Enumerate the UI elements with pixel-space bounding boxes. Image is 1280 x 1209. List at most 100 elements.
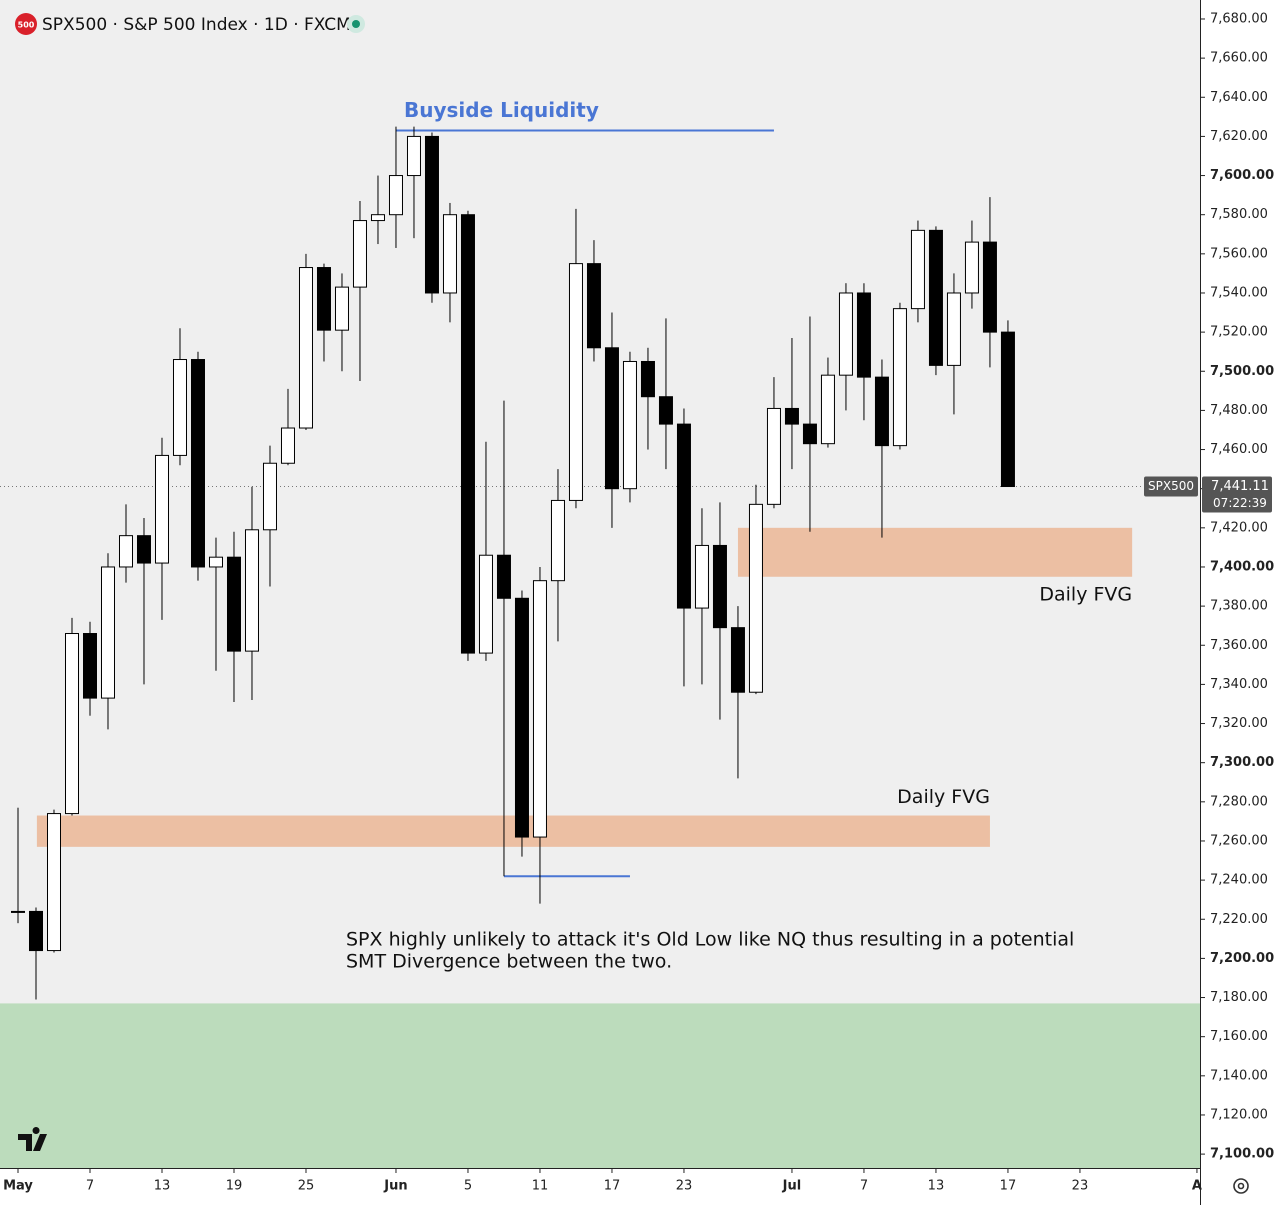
candle-body: [478, 554, 493, 654]
symbol-badge: [15, 13, 37, 35]
candle-body: [226, 556, 241, 652]
candle-body: [712, 544, 727, 629]
y-tick-label: 7,580.00: [1210, 207, 1268, 222]
candle-body: [298, 267, 313, 429]
symbol-badge-text: 500: [18, 21, 35, 30]
y-tick-label: 7,200.00: [1210, 951, 1274, 966]
level-label: Buyside Liquidity: [404, 98, 599, 122]
y-tick-label: 7,400.00: [1210, 559, 1274, 574]
candle-body: [154, 454, 169, 564]
x-tick-label: 13: [928, 1179, 945, 1194]
candle-body: [694, 544, 709, 609]
candle-body: [280, 427, 295, 464]
y-tick-label: 7,520.00: [1210, 325, 1268, 340]
zone: [0, 1003, 1200, 1168]
zone: [36, 815, 990, 847]
candle-body: [82, 633, 97, 699]
y-tick-label: 7,160.00: [1210, 1029, 1268, 1044]
candle-body: [496, 554, 511, 599]
candle-body: [442, 214, 457, 294]
y-tick-label: 7,500.00: [1210, 364, 1274, 379]
x-tick-label: 19: [226, 1179, 243, 1194]
y-tick-label: 7,100.00: [1210, 1147, 1274, 1162]
candle-body: [550, 499, 565, 582]
candle-body: [676, 423, 691, 609]
y-tick-label: 7,600.00: [1210, 168, 1274, 183]
candle-body: [658, 396, 673, 425]
candle-body: [424, 135, 439, 294]
candle-body: [370, 214, 385, 222]
y-tick-label: 7,560.00: [1210, 246, 1268, 261]
x-tick-label: 11: [532, 1179, 549, 1194]
y-tick-label: 7,640.00: [1210, 90, 1268, 105]
candle-body: [10, 910, 25, 913]
candle-body: [784, 407, 799, 425]
candle-body: [640, 360, 655, 398]
x-tick-label: 7: [860, 1179, 868, 1194]
candle-body: [514, 597, 529, 838]
candle-body: [388, 175, 403, 216]
candle-body: [406, 135, 421, 177]
candle-body: [136, 535, 151, 564]
x-tick-label: 23: [676, 1179, 693, 1194]
y-tick-label: 7,540.00: [1210, 285, 1268, 300]
x-tick-label: A: [1192, 1179, 1202, 1194]
candle-body: [262, 462, 277, 531]
x-tick-label: 13: [154, 1179, 171, 1194]
candle-body: [928, 229, 943, 366]
zone: [737, 527, 1133, 577]
candle-body: [892, 308, 907, 447]
x-tick-label: Jun: [383, 1179, 407, 1194]
candle-body: [28, 910, 43, 952]
candle-body: [316, 267, 331, 331]
y-tick-label: 7,300.00: [1210, 755, 1274, 770]
candle-body: [460, 214, 475, 654]
candle-body: [802, 423, 817, 445]
y-tick-label: 7,680.00: [1210, 11, 1268, 26]
y-tick-label: 7,240.00: [1210, 873, 1268, 888]
annotation: SMT Divergence between the two.: [346, 951, 672, 973]
candle-body: [172, 359, 187, 456]
y-tick-label: 7,260.00: [1210, 833, 1268, 848]
candle-body: [352, 220, 367, 288]
y-tick-label: 7,360.00: [1210, 638, 1268, 653]
tradingview-logo: [18, 1127, 47, 1151]
x-tick-label: 23: [1072, 1179, 1089, 1194]
candle-body: [622, 360, 637, 490]
y-tick-label: 7,320.00: [1210, 716, 1268, 731]
last-price-symbol-box: [1144, 476, 1198, 497]
y-tick-label: 7,460.00: [1210, 442, 1268, 457]
candle-body: [946, 292, 961, 366]
candle-body: [190, 359, 205, 568]
x-tick-label: 7: [86, 1179, 94, 1194]
x-tick-label: May: [3, 1179, 33, 1194]
axes: 7,100.00 7,120.00 7,140.00 7,160.00 7,180.00…: [3, 11, 1274, 1193]
candle-body: [64, 633, 79, 815]
status-dot: [352, 20, 360, 28]
candle-body: [874, 376, 889, 447]
candle-body: [46, 813, 61, 952]
candle-body: [208, 556, 223, 568]
y-tick-label: 7,120.00: [1210, 1107, 1268, 1122]
candle-body: [586, 263, 601, 349]
candle-body: [856, 292, 871, 378]
settings-icon[interactable]: [1233, 1178, 1249, 1194]
candle-body: [244, 529, 259, 652]
candle-body: [568, 263, 583, 501]
zone-label: Daily FVG: [1039, 583, 1132, 605]
candle-body: [118, 535, 133, 568]
x-tick-label: 25: [298, 1179, 315, 1194]
candle-body: [532, 580, 547, 838]
x-tick-label: 5: [464, 1179, 472, 1194]
price-axis-panel: [1200, 0, 1280, 1205]
x-tick-label: 17: [1000, 1179, 1017, 1194]
last-price-symbol: SPX500: [1148, 479, 1194, 493]
y-tick-label: 7,420.00: [1210, 520, 1268, 535]
y-tick-label: 7,280.00: [1210, 794, 1268, 809]
chart-title: SPX500 · S&P 500 Index · 1D · FXCM: [42, 15, 351, 35]
y-tick-label: 7,180.00: [1210, 990, 1268, 1005]
candle-body: [334, 286, 349, 331]
y-tick-label: 7,340.00: [1210, 677, 1268, 692]
candle-body: [1000, 331, 1015, 488]
y-tick-label: 7,220.00: [1210, 912, 1268, 927]
